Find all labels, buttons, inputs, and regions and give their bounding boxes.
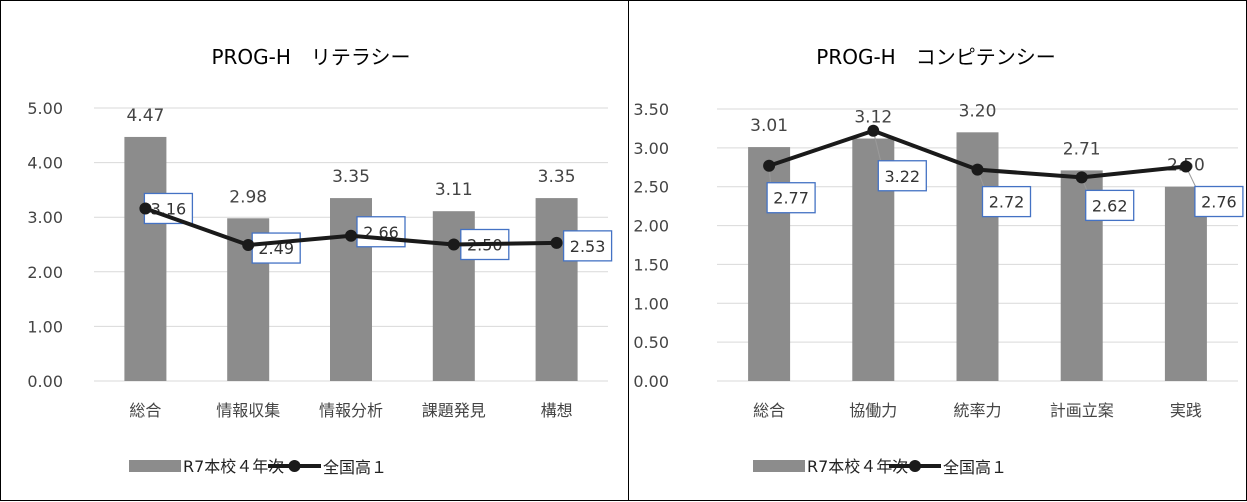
x-category-label: 協働力 xyxy=(849,401,897,420)
y-tick-label: 1.00 xyxy=(27,317,63,336)
line-point xyxy=(1179,160,1192,173)
competency-chart-panel: PROG-H コンピテンシー 0.00 0.50 1.00 1.50 2.00 2.50 3.… xyxy=(628,0,1247,501)
bar xyxy=(535,198,578,381)
literacy-chart-panel: PROG-H リテラシー 0.00 1.00 2.00 3.00 4.00 5.00 4.47… xyxy=(0,0,629,501)
bar-value-label: 4.47 xyxy=(126,106,164,126)
y-tick-label: 3.00 xyxy=(27,208,63,227)
line-value-label-box xyxy=(877,160,927,192)
bar-value-label: 2.98 xyxy=(229,187,267,207)
x-category-label: 情報分析 xyxy=(319,401,383,420)
y-tick-label: 0.50 xyxy=(633,333,669,352)
competency-chart: PROG-H コンピテンシー 0.00 0.50 1.00 1.50 2.00 2.50 3.… xyxy=(633,45,1244,477)
bar-value-label: 3.01 xyxy=(750,116,788,136)
chart-title: PROG-H リテラシー xyxy=(211,45,410,69)
line-value-label: 2.77 xyxy=(773,189,809,208)
bar-value-label: 3.11 xyxy=(435,180,473,200)
line-value-label-box xyxy=(251,232,301,264)
legend-line-marker xyxy=(909,460,921,472)
bar-value-label: 2.71 xyxy=(1063,139,1101,159)
y-tick-label: 3.50 xyxy=(633,100,669,119)
x-category-label: 総合 xyxy=(753,401,785,420)
y-tick-label: 0.00 xyxy=(27,372,63,391)
bar-value-label: 3.35 xyxy=(538,167,576,187)
x-category-label: 構想 xyxy=(541,401,573,420)
line-value-label-box xyxy=(356,216,406,248)
line-value-label: 2.53 xyxy=(570,237,606,256)
line-value-label-box xyxy=(562,230,613,262)
line-value-label-box xyxy=(981,185,1032,218)
literacy-chart: PROG-H リテラシー 0.00 1.00 2.00 3.00 4.00 5.00 4.47… xyxy=(27,45,613,477)
line-point xyxy=(242,239,255,252)
chart-title: PROG-H コンピテンシー xyxy=(816,45,1055,69)
y-tick-label: 1.00 xyxy=(633,294,669,313)
line-point xyxy=(345,229,357,242)
legend-line-label: 全国高１ xyxy=(323,458,387,477)
y-tick-label: 2.50 xyxy=(633,178,669,197)
legend-bar-label: R7本校４年次 xyxy=(183,457,284,476)
x-category-label: 情報収集 xyxy=(216,401,280,420)
legend-line-marker xyxy=(288,460,301,472)
line-value-label-box xyxy=(1085,189,1135,222)
legend-bar-swatch xyxy=(753,460,805,472)
line-value-label-box xyxy=(766,182,816,214)
line-point xyxy=(550,236,563,249)
line-value-label: 2.76 xyxy=(1201,193,1237,212)
line-value-label-box xyxy=(1194,185,1244,218)
x-category-label: 計画立案 xyxy=(1050,401,1114,420)
legend-bar-swatch xyxy=(129,460,181,472)
line-value-label: 2.62 xyxy=(1092,196,1128,215)
legend-bar-label: R7本校４年次 xyxy=(807,457,908,476)
line-point xyxy=(447,238,460,251)
x-category-label: 統率力 xyxy=(953,401,1001,420)
line-value-label: 2.72 xyxy=(989,193,1025,212)
bar-value-label: 3.20 xyxy=(959,101,997,121)
line-point xyxy=(1075,171,1088,184)
bar-value-label: 3.12 xyxy=(854,108,892,128)
line-point xyxy=(139,202,152,215)
x-category-label: 課題発見 xyxy=(422,401,486,420)
line-point xyxy=(971,163,984,176)
y-tick-label: 2.00 xyxy=(633,217,669,236)
y-tick-label: 4.00 xyxy=(27,154,63,173)
y-tick-label: 5.00 xyxy=(27,99,63,118)
line-point xyxy=(763,159,776,172)
x-category-label: 総合 xyxy=(129,401,161,420)
y-tick-label: 0.00 xyxy=(633,372,669,391)
line-point xyxy=(867,124,880,137)
bar xyxy=(1164,186,1207,381)
line-value-label: 3.22 xyxy=(884,167,920,186)
bar xyxy=(124,136,167,381)
y-tick-label: 2.00 xyxy=(27,263,63,282)
y-tick-label: 3.00 xyxy=(633,139,669,158)
bar-value-label: 3.35 xyxy=(332,167,370,187)
x-category-label: 実践 xyxy=(1170,401,1202,420)
legend-line-label: 全国高１ xyxy=(943,458,1007,477)
y-tick-label: 1.50 xyxy=(633,255,669,274)
